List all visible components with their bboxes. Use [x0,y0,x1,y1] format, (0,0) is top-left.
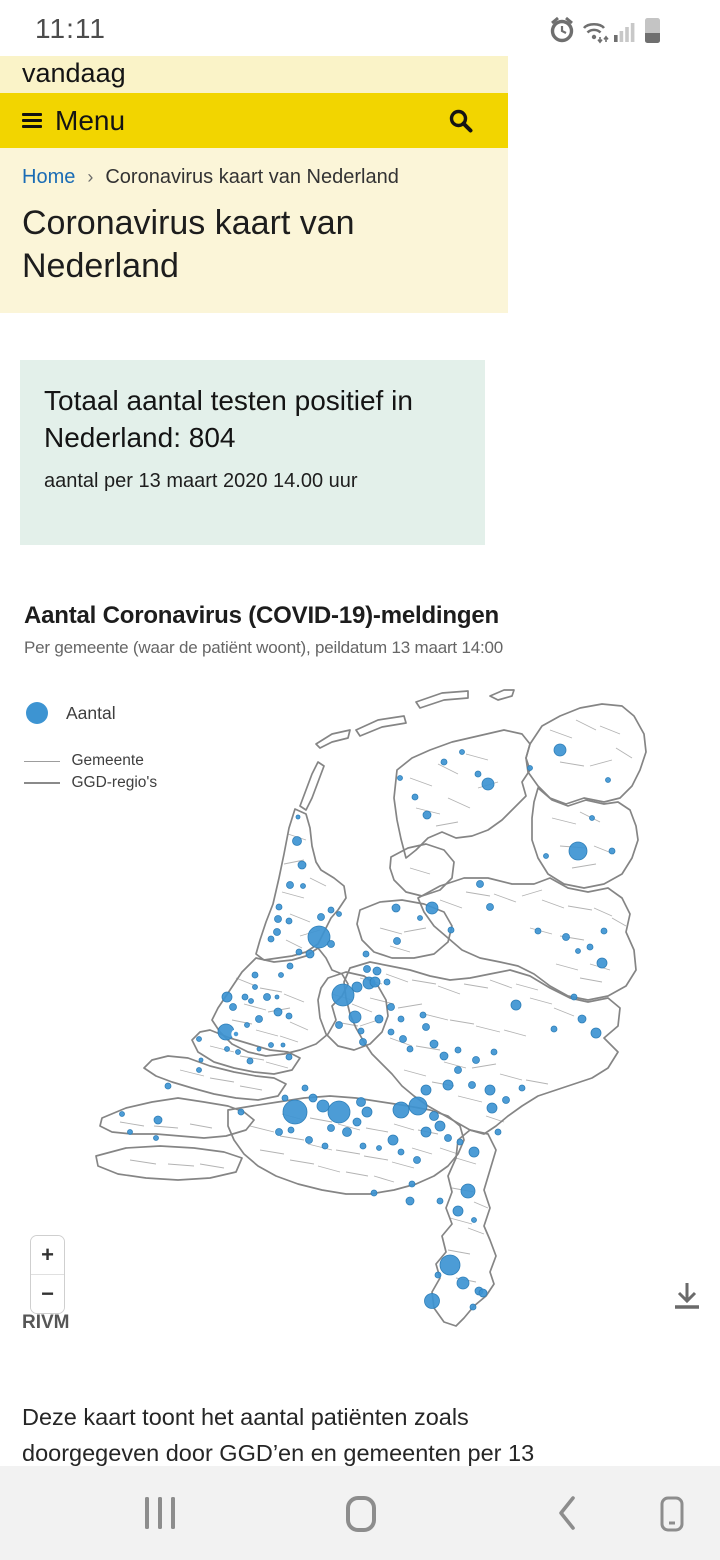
status-icons [550,15,676,45]
signal-strength-icon [614,23,635,42]
phone-icon[interactable] [659,1495,685,1533]
breadcrumb-block: Home › Coronavirus kaart van Nederland Cor… [0,148,508,313]
island-schiermonnikoog [489,689,515,701]
aantal-bubbles [119,743,616,1311]
netherlands-bubble-map[interactable] [60,678,680,1340]
map-credit: RIVM [22,1312,70,1333]
home-icon[interactable] [345,1495,377,1533]
menu-label: Menu [55,105,126,136]
page-title: Coronavirus kaart van Nederland [22,204,355,285]
alarm-clock-icon [550,16,574,43]
breadcrumb-current: Coronavirus kaart van Nederland [105,166,399,188]
back-icon[interactable] [557,1495,577,1531]
breadcrumb: Home › Coronavirus kaart van Nederland [22,166,399,189]
menu-bar[interactable]: Menu [0,93,508,148]
hamburger-icon[interactable] [22,113,42,129]
legend-gemeente: Gemeente [24,752,144,770]
status-bar: 11:11 [0,0,720,56]
chart-title: Aantal Coronavirus (COVID-19)-meldingen [24,602,499,629]
legend-bubble-icon [26,702,48,724]
search-icon[interactable] [448,108,474,134]
status-time: 11:11 [35,13,106,44]
legend-thick-line-icon [24,782,60,784]
legend-ggd-label: GGD-regio's [71,774,158,791]
zoom-out-button[interactable]: − [31,1275,64,1313]
today-label: vandaag [22,58,126,88]
today-banner[interactable]: vandaag [0,56,508,93]
summary-box: Totaal aantal testen positief in Nederla… [20,360,485,545]
breadcrumb-home-link[interactable]: Home [22,166,76,188]
legend-thin-line-icon [24,760,60,762]
zoom-in-button[interactable]: + [31,1236,64,1275]
region-fills [96,704,646,1326]
legend-ggd-regios: GGD-regio's [24,774,157,792]
recents-icon[interactable] [143,1495,177,1531]
wifi-icon [582,22,609,44]
download-icon[interactable] [668,1278,706,1316]
chart-subtitle: Per gemeente (waar de patiënt woont), pe… [24,638,503,657]
island-texel [299,761,325,811]
legend-aantal-label: Aantal [66,703,116,723]
battery-icon [645,18,660,43]
island-ameland [415,690,469,709]
map-container[interactable]: Aantal Gemeente GGD-regio's + − RIVM [0,678,720,1340]
summary-subtext: aantal per 13 maart 2020 14.00 uur [44,470,358,492]
island-terschelling [355,715,407,737]
map-zoom-controls: + − [30,1235,65,1314]
summary-heading: Totaal aantal testen positief in Nederla… [44,385,413,453]
island-vlieland [315,729,351,749]
breadcrumb-separator: › [87,167,94,187]
legend-gemeente-label: Gemeente [71,752,144,769]
android-nav-bar [0,1466,720,1560]
body-paragraph: Deze kaart toont het aantal patiënten zo… [22,1404,535,1466]
